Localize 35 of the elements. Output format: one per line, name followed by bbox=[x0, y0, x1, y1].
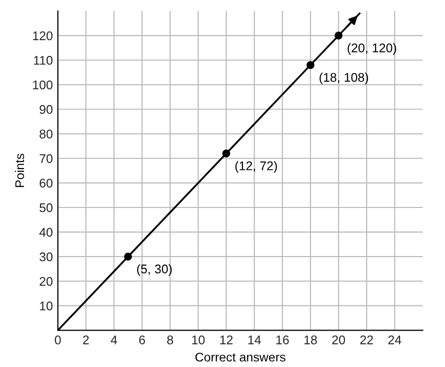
x-tick-label: 12 bbox=[220, 335, 233, 344]
annotation: (12, 72) bbox=[235, 161, 277, 173]
y-tick-label: 100 bbox=[33, 80, 52, 90]
point bbox=[334, 32, 342, 40]
x-tick-label: 8 bbox=[167, 335, 174, 344]
annotation: (5, 30) bbox=[137, 264, 172, 276]
y-axis-title: Points bbox=[14, 154, 24, 187]
y-tick-label: 50 bbox=[40, 203, 52, 212]
y-tick-label: 30 bbox=[40, 252, 52, 262]
x-tick-label: 2 bbox=[83, 335, 89, 344]
x-tick-label: 4 bbox=[110, 336, 118, 344]
annotation: (18, 108) bbox=[320, 72, 368, 84]
x-tick-label: 0 bbox=[54, 335, 61, 344]
y-tick-label: 60 bbox=[40, 178, 52, 188]
y-tick-label: 110 bbox=[34, 56, 52, 65]
x-tick-label: 24 bbox=[388, 335, 402, 344]
point bbox=[222, 150, 230, 158]
y-tick-label: 90 bbox=[40, 105, 52, 114]
y-tick-label: 70 bbox=[40, 154, 52, 164]
y-tick-label: 80 bbox=[40, 130, 52, 138]
x-tick-label: 20 bbox=[332, 335, 346, 344]
x-tick-label: 6 bbox=[139, 335, 145, 344]
x-tick-label: 14 bbox=[248, 336, 261, 344]
y-tick-label: 10 bbox=[40, 302, 52, 310]
point bbox=[124, 252, 132, 261]
x-tick-label: 18 bbox=[304, 335, 317, 344]
x-tick-label: 10 bbox=[192, 335, 205, 344]
x-tick-label: 16 bbox=[276, 335, 289, 344]
point bbox=[306, 61, 314, 69]
x-axis-title: Correct answers bbox=[195, 352, 286, 362]
y-tick-label: 40 bbox=[39, 228, 52, 237]
y-tick-label: 120 bbox=[33, 31, 52, 40]
y-tick-label: 20 bbox=[40, 276, 52, 286]
annotation: (20, 120) bbox=[348, 43, 396, 55]
x-tick-label: 22 bbox=[360, 335, 373, 344]
